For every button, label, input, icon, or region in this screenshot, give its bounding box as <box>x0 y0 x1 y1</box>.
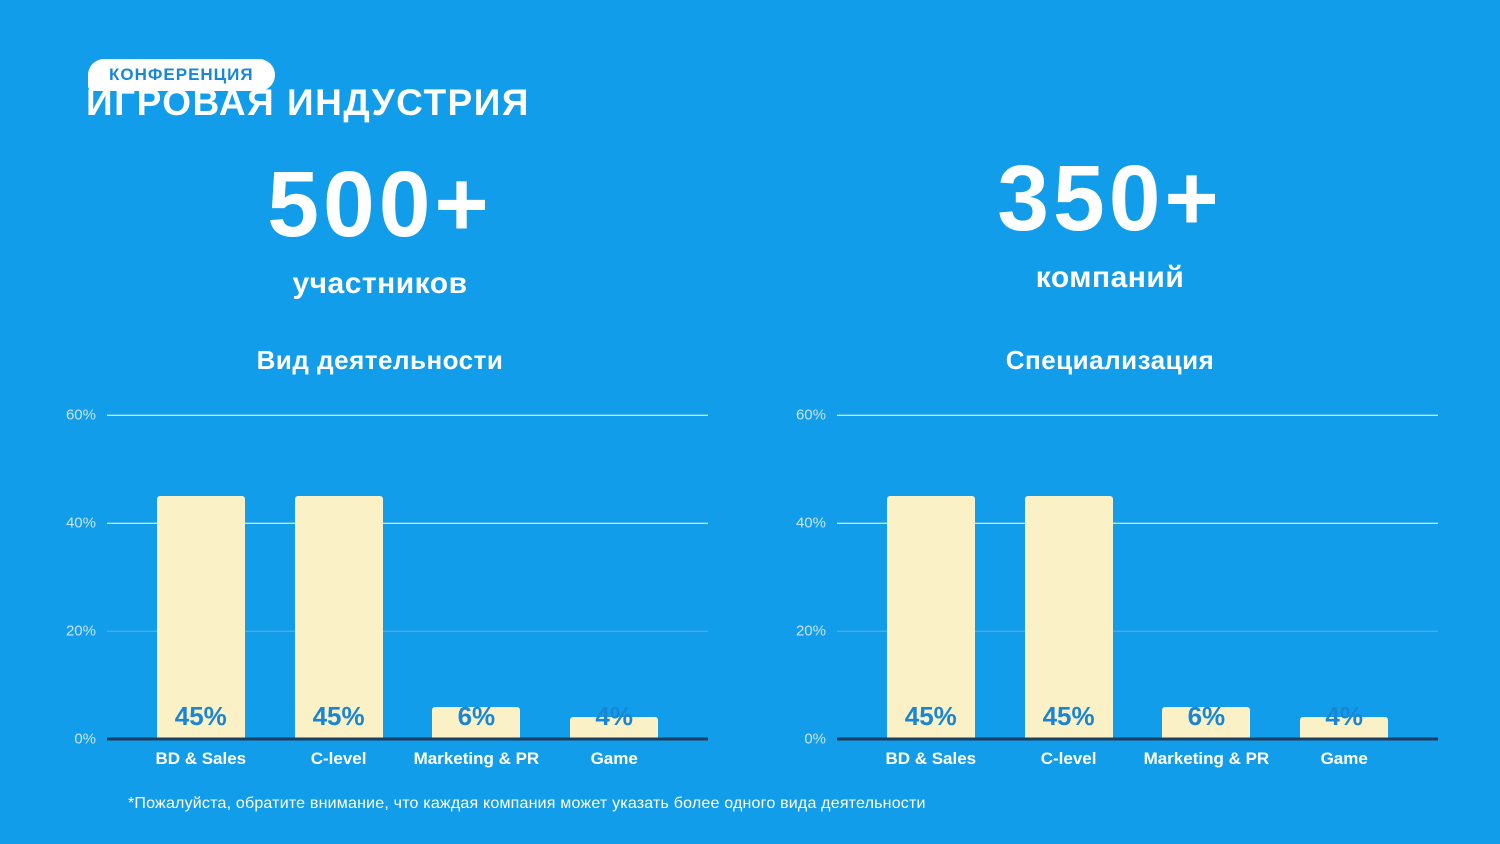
participants-label: участников <box>292 267 468 300</box>
bar-value-label: 6% <box>457 701 496 731</box>
bar-group: 45% BD & Sales 45% C-level 6% Marketing & PR 4… <box>107 415 708 768</box>
gridline-40% <box>837 522 1438 524</box>
bar-category-label: BD & Sales <box>885 749 977 768</box>
bar <box>1300 717 1389 739</box>
bar-category-label: C-level <box>1040 749 1097 768</box>
y-tick-label: 60% <box>795 406 826 424</box>
participants-count: 500+ <box>267 152 493 256</box>
gridline-20% <box>837 630 1438 632</box>
y-tick-label: 0% <box>74 730 96 748</box>
y-tick-label: 60% <box>65 406 96 424</box>
activity-bar-chart: 0% 20% 40% 60% 45% BD & Sales 45% C-level 6% Mark… <box>66 407 708 768</box>
gridline-60% <box>837 414 1438 416</box>
specialization-bar-chart: 0% 20% 40% 60% 45% BD & Sales 45% C-level 6% Mark… <box>796 407 1438 768</box>
gridline-60% <box>107 414 708 416</box>
bar-category-label: Game <box>1320 749 1368 768</box>
bar-column: 45% BD & Sales <box>885 415 976 768</box>
bar-column: 6% Marketing & PR <box>414 415 540 768</box>
bar-value-label: 45% <box>312 701 365 731</box>
companies-label: компаний <box>1035 261 1185 294</box>
companies-stat: 350+ компаний <box>790 152 1430 295</box>
bar <box>294 496 383 739</box>
conference-badge: КОНФЕРЕНЦИЯ <box>88 59 275 91</box>
y-tick-label: 20% <box>795 622 826 640</box>
bar <box>886 496 975 739</box>
bar-column: 4% Game <box>1300 415 1389 768</box>
bar-column: 6% Marketing & PR <box>1144 415 1270 768</box>
bar <box>432 706 521 739</box>
bar-column: 45% C-level <box>1024 415 1113 768</box>
bar-value-label: 45% <box>174 701 227 731</box>
y-tick-label: 20% <box>65 622 96 640</box>
bar-column: 45% BD & Sales <box>155 415 246 768</box>
companies-count: 350+ <box>997 146 1223 250</box>
bar-category-label: Marketing & PR <box>413 749 540 768</box>
bar-column: 4% Game <box>570 415 659 768</box>
bar-value-label: 6% <box>1187 701 1226 731</box>
gridline-20% <box>107 630 708 632</box>
badge-label: КОНФЕРЕНЦИЯ <box>109 65 254 84</box>
y-tick-label: 40% <box>795 514 826 532</box>
bar <box>1024 496 1113 739</box>
bar-value-label: 4% <box>595 701 633 731</box>
bar-value-label: 4% <box>1325 701 1363 731</box>
y-tick-label: 0% <box>804 730 826 748</box>
chart-title-specialization: Специализация <box>1005 345 1215 375</box>
bar-column: 45% C-level <box>294 415 383 768</box>
chart-title-activity: Вид деятельности <box>256 345 504 375</box>
bar-group: 45% BD & Sales 45% C-level 6% Marketing & PR 4… <box>837 415 1438 768</box>
bar <box>570 717 659 739</box>
footnote: *Пожалуйста, обратите внимание, что кажд… <box>128 795 926 812</box>
bar-category-label: C-level <box>310 749 367 768</box>
participants-stat: 500+ участников <box>60 158 700 301</box>
bar <box>156 496 245 739</box>
main-title: ИГРОВАЯ ИНДУСТРИЯ <box>86 82 530 123</box>
bar-value-label: 45% <box>904 701 957 731</box>
gridline-0% <box>107 737 708 741</box>
bar-category-label: BD & Sales <box>155 749 247 768</box>
gridline-40% <box>107 522 708 524</box>
bar-category-label: Game <box>590 749 638 768</box>
y-tick-label: 40% <box>65 514 96 532</box>
gridline-0% <box>837 737 1438 741</box>
bar <box>1162 706 1251 739</box>
bar-category-label: Marketing & PR <box>1143 749 1270 768</box>
bar-value-label: 45% <box>1042 701 1095 731</box>
